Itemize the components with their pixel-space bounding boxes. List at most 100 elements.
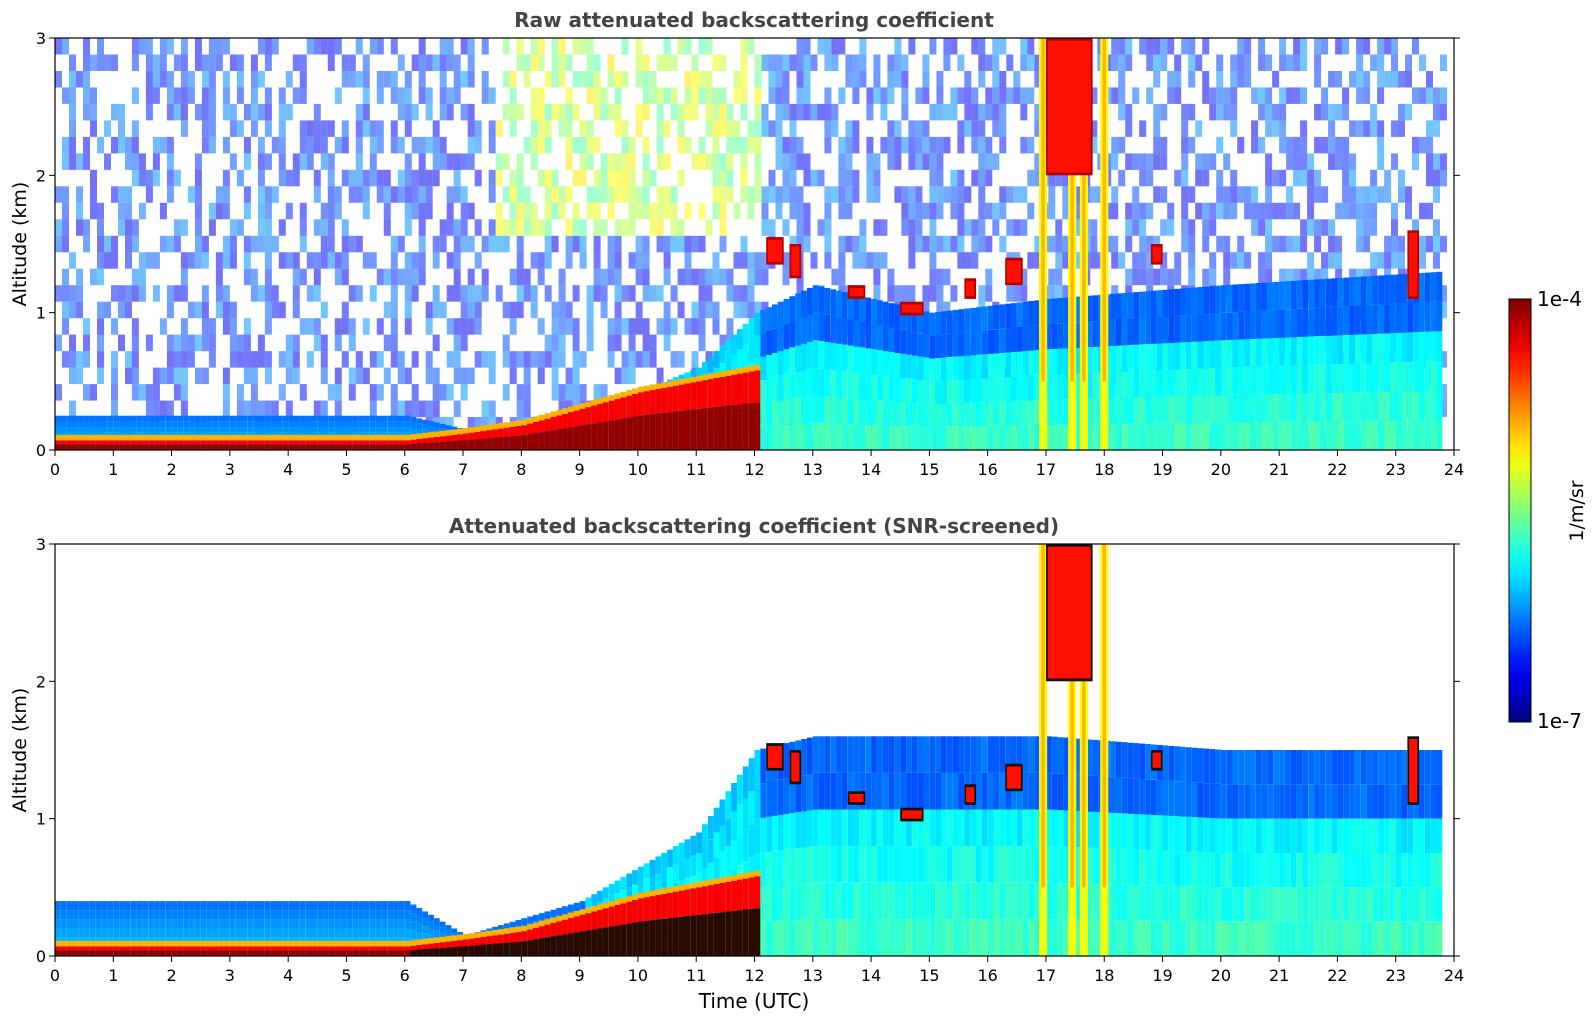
aerosol-cell: [1162, 369, 1169, 397]
noise-cell: [222, 38, 230, 55]
surface-layer-cell: [276, 440, 283, 445]
surface-layer-cell: [602, 402, 609, 422]
aerosol-cell: [387, 415, 394, 422]
aerosol-cell: [1203, 395, 1210, 423]
noise-cell: [404, 219, 412, 236]
noise-cell: [733, 252, 741, 269]
noise-cell: [369, 285, 377, 302]
noise-cell: [866, 153, 874, 170]
noise-cell: [1195, 120, 1203, 137]
noise-cell: [999, 71, 1007, 88]
aerosol-cell: [358, 910, 364, 920]
surface-layer-cell: [457, 440, 463, 450]
aerosol-cell: [941, 426, 947, 450]
noise-cell: [1006, 54, 1014, 71]
noise-cell: [607, 54, 615, 71]
aerosol-cell: [1185, 315, 1192, 342]
noise-cell: [1377, 252, 1385, 269]
noise-cell: [411, 186, 419, 203]
surface-layer-cell: [585, 401, 592, 408]
noise-cell: [138, 285, 146, 302]
bottom-panel-title: Attenuated backscattering coefficient (S…: [449, 514, 1059, 538]
noise-cell: [985, 54, 993, 71]
surface-layer-cell: [480, 425, 487, 432]
aerosol-cell: [130, 427, 137, 433]
aerosol-cell: [398, 928, 405, 938]
aerosol-cell: [113, 910, 120, 920]
aerosol-cell: [1197, 341, 1204, 369]
noise-cell: [1027, 54, 1035, 71]
noise-cell: [1258, 252, 1266, 269]
surface-layer-cell: [474, 431, 481, 440]
aerosol-cell: [235, 427, 242, 433]
noise-cell: [523, 351, 531, 368]
noise-cell: [719, 334, 727, 352]
noise-cell: [208, 71, 216, 88]
surface-layer-cell: [742, 403, 749, 450]
aerosol-cell: [95, 427, 102, 433]
noise-cell: [593, 384, 601, 401]
noise-cell: [684, 103, 692, 121]
noise-cell: [950, 235, 958, 253]
surface-layer-cell: [486, 438, 493, 450]
noise-cell: [327, 252, 335, 269]
aerosol-cell: [818, 368, 825, 396]
noise-cell: [460, 186, 468, 203]
aerosol-cell: [381, 919, 388, 929]
noise-cell: [97, 252, 104, 269]
surface-layer-cell: [259, 444, 265, 450]
aerosol-cell: [906, 331, 912, 355]
noise-cell: [908, 285, 916, 302]
noise-cell: [1202, 153, 1210, 170]
noise-cell: [264, 367, 272, 385]
noise-cell: [69, 54, 76, 71]
aerosol-cell: [1191, 287, 1198, 315]
aerosol-cell: [760, 403, 767, 427]
noise-cell: [1160, 268, 1168, 286]
surface-layer-cell: [707, 407, 714, 450]
aerosol-cell: [981, 306, 988, 331]
noise-cell: [1237, 186, 1245, 203]
noise-cell: [1293, 87, 1301, 104]
surface-layer-cell: [270, 440, 277, 445]
noise-cell: [1216, 136, 1224, 154]
noise-cell: [558, 38, 566, 55]
aerosol-cell: [1226, 422, 1233, 450]
noise-cell: [432, 334, 440, 352]
surface-layer-cell: [72, 440, 79, 445]
surface-layer-cell: [200, 444, 207, 450]
aerosol-cell: [1389, 420, 1396, 450]
noise-cell: [320, 219, 328, 236]
cloud-cell: [1152, 246, 1161, 262]
noise-cell: [1258, 103, 1266, 121]
aerosol-cell: [323, 901, 329, 911]
noise-cell: [1125, 103, 1133, 121]
aerosol-cell: [1203, 313, 1210, 341]
noise-cell: [194, 169, 202, 187]
noise-cell: [97, 334, 104, 352]
noise-cell: [292, 268, 300, 286]
noise-cell: [649, 87, 657, 104]
noise-cell: [118, 285, 125, 302]
aerosol-cell: [987, 377, 994, 402]
aerosol-cell: [1296, 393, 1303, 422]
noise-cell: [1412, 136, 1419, 154]
noise-cell: [642, 235, 650, 253]
aerosol-cell: [1314, 421, 1320, 450]
aerosol-cell: [981, 330, 988, 355]
noise-cell: [1293, 136, 1301, 154]
surface-layer-cell: [101, 440, 108, 445]
aerosol-cell: [935, 312, 941, 335]
noise-cell: [852, 186, 860, 203]
noise-cell: [691, 301, 699, 319]
aerosol-cell: [1185, 369, 1192, 396]
noise-cell: [796, 186, 804, 203]
surface-layer-cell: [66, 434, 73, 441]
noise-cell: [159, 235, 167, 253]
aerosol-cell: [259, 427, 265, 433]
noise-cell: [125, 301, 132, 319]
noise-cell: [663, 252, 671, 269]
aerosol-cell: [993, 377, 1000, 402]
aerosol-cell: [235, 919, 242, 929]
noise-cell: [936, 71, 944, 88]
